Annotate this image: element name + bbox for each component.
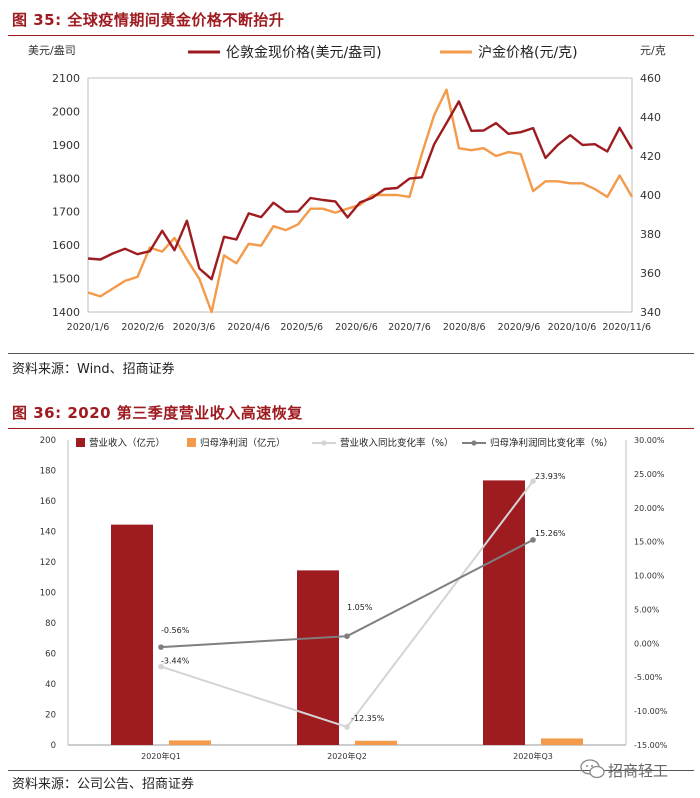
figure-36-title: 图 36: 2020 第三季度营业收入高速恢复 bbox=[12, 404, 303, 422]
x-tick-label: 2020/9/6 bbox=[498, 322, 541, 333]
wechat-icon bbox=[580, 759, 605, 779]
y-right-tick-label: 460 bbox=[640, 72, 661, 85]
legend-label-net-profit: 归母净利润（亿元） bbox=[200, 437, 286, 449]
marker-profit-yoy bbox=[158, 644, 164, 650]
figure-35-source: 资料来源：Wind、招商证券 bbox=[12, 362, 175, 377]
y-left-tick-label: 180 bbox=[40, 467, 56, 477]
figure-36-source: 资料来源：公司公告、招商证券 bbox=[12, 777, 195, 792]
y-left-axis-label: 美元/盎司 bbox=[28, 43, 76, 57]
y-left-tick-label: 0 bbox=[51, 741, 56, 751]
y-right-tick-label: 25.00% bbox=[634, 470, 665, 479]
y-right-tick-label: -15.00% bbox=[634, 741, 668, 750]
marker-profit-yoy bbox=[530, 537, 536, 543]
y-right-tick-label: 15.00% bbox=[634, 538, 665, 547]
bar-revenue bbox=[297, 570, 339, 745]
y-left-tick-label: 140 bbox=[40, 528, 56, 538]
y-right-tick-label: 20.00% bbox=[634, 504, 665, 513]
y-left-tick-label: 40 bbox=[45, 680, 56, 690]
legend-swatch-revenue bbox=[76, 438, 85, 447]
y-left-tick-label: 1900 bbox=[52, 139, 80, 152]
figure-36-title-rule bbox=[8, 428, 694, 429]
bar-net-profit bbox=[541, 738, 583, 745]
plot-frame bbox=[87, 77, 633, 313]
x-tick-label: 2020/10/6 bbox=[548, 322, 597, 333]
watermark: 招商轻工 bbox=[578, 754, 698, 788]
x-category-label: 2020年Q3 bbox=[513, 751, 553, 761]
legend-swatch-net-profit bbox=[187, 438, 196, 447]
watermark-text: 招商轻工 bbox=[608, 762, 669, 780]
y-right-tick-label: 340 bbox=[640, 306, 661, 319]
series-line-london-gold bbox=[87, 100, 634, 281]
marker-revenue-yoy bbox=[344, 724, 350, 730]
y-left-tick-label: 160 bbox=[40, 497, 56, 507]
legend-label-profit-yoy: 归母净利润同比变化率（%） bbox=[490, 437, 613, 449]
y-right-tick-label: 400 bbox=[640, 189, 661, 202]
data-label-revenue-yoy: -3.44% bbox=[161, 657, 190, 666]
series-line-shanghai-gold bbox=[87, 88, 634, 314]
y-left-tick-label: 120 bbox=[40, 558, 56, 568]
figure-36-bottom-rule bbox=[8, 770, 694, 771]
y-right-tick-label: 380 bbox=[640, 228, 661, 241]
revenue-profit-chart: 0 20 40 60 80 100 120 140 160 180 200 -15.00% -10.00… bbox=[40, 436, 668, 761]
y-right-axis-label: 元/克 bbox=[640, 44, 666, 57]
y-left-tick-label: 80 bbox=[45, 619, 56, 629]
y-right-tick-label: 30.00% bbox=[634, 436, 665, 445]
legend-label-revenue-yoy: 营业收入同比变化率（%） bbox=[340, 437, 454, 449]
x-tick-label: 2020/3/6 bbox=[173, 322, 216, 333]
marker-revenue-yoy bbox=[158, 663, 164, 670]
y-right-tick-label: 0.00% bbox=[634, 639, 660, 648]
x-tick-label: 2020/2/6 bbox=[121, 322, 164, 333]
data-label-profit-yoy: 15.26% bbox=[535, 529, 566, 538]
bar-net-profit bbox=[169, 740, 211, 745]
y-right-tick-label: 440 bbox=[640, 111, 661, 124]
y-left-tick-label: 1600 bbox=[52, 239, 80, 252]
marker-profit-yoy bbox=[344, 633, 350, 640]
y-right-tick-label: 10.00% bbox=[634, 572, 665, 581]
data-label-revenue-yoy: 23.93% bbox=[535, 472, 566, 481]
y-left-tick-label: 60 bbox=[45, 650, 56, 660]
y-right-tick-label: -5.00% bbox=[634, 673, 663, 682]
bar-revenue bbox=[483, 480, 525, 745]
y-left-tick-label: 2100 bbox=[52, 72, 80, 85]
data-label-profit-yoy: 1.05% bbox=[347, 603, 373, 612]
figure-35-bottom-rule bbox=[8, 353, 694, 354]
y-left-tick-label: 200 bbox=[40, 436, 56, 446]
y-right-tick-label: -10.00% bbox=[634, 707, 668, 716]
legend-marker-revenue-yoy bbox=[321, 440, 327, 446]
x-tick-label: 2020/5/6 bbox=[280, 322, 323, 333]
y-left-tick-label: 2000 bbox=[52, 105, 80, 118]
data-label-profit-yoy: -0.56% bbox=[161, 626, 190, 635]
legend-label-london-gold: 伦敦金现价格(美元/盎司) bbox=[226, 45, 382, 61]
x-tick-label: 2020/1/6 bbox=[67, 322, 110, 333]
x-tick-label: 2020/11/6 bbox=[602, 322, 651, 333]
x-category-label: 2020年Q2 bbox=[327, 751, 367, 761]
x-tick-label: 2020/8/6 bbox=[443, 322, 486, 333]
bar-revenue bbox=[111, 524, 153, 745]
legend-label-shanghai-gold: 沪金价格(元/克) bbox=[478, 45, 578, 61]
figure-35-title-rule bbox=[8, 35, 694, 36]
data-label-revenue-yoy: -12.35% bbox=[351, 714, 385, 723]
y-right-tick-label: 5.00% bbox=[634, 605, 660, 614]
y-left-tick-label: 1500 bbox=[52, 273, 80, 286]
legend-marker-profit-yoy bbox=[471, 440, 477, 446]
y-left-tick-label: 1400 bbox=[52, 306, 80, 319]
y-left-tick-label: 20 bbox=[45, 711, 56, 721]
x-tick-label: 2020/4/6 bbox=[227, 322, 270, 333]
x-tick-label: 2020/6/6 bbox=[335, 322, 378, 333]
bar-net-profit bbox=[355, 740, 397, 745]
gold-price-chart: 1400 1500 1600 1700 1800 1900 2000 2100 340 360 38… bbox=[28, 43, 666, 333]
y-left-tick-label: 1700 bbox=[52, 206, 80, 219]
legend-label-revenue: 营业收入（亿元） bbox=[89, 437, 165, 449]
y-left-tick-label: 1800 bbox=[52, 172, 80, 185]
y-right-tick-label: 420 bbox=[640, 150, 661, 163]
marker-revenue-yoy bbox=[530, 478, 536, 484]
y-left-tick-label: 100 bbox=[40, 589, 56, 599]
x-category-label: 2020年Q1 bbox=[141, 751, 181, 761]
y-right-tick-label: 360 bbox=[640, 267, 661, 280]
figure-35-title: 图 35: 全球疫情期间黄金价格不断抬升 bbox=[12, 11, 285, 29]
x-tick-label: 2020/7/6 bbox=[388, 322, 431, 333]
